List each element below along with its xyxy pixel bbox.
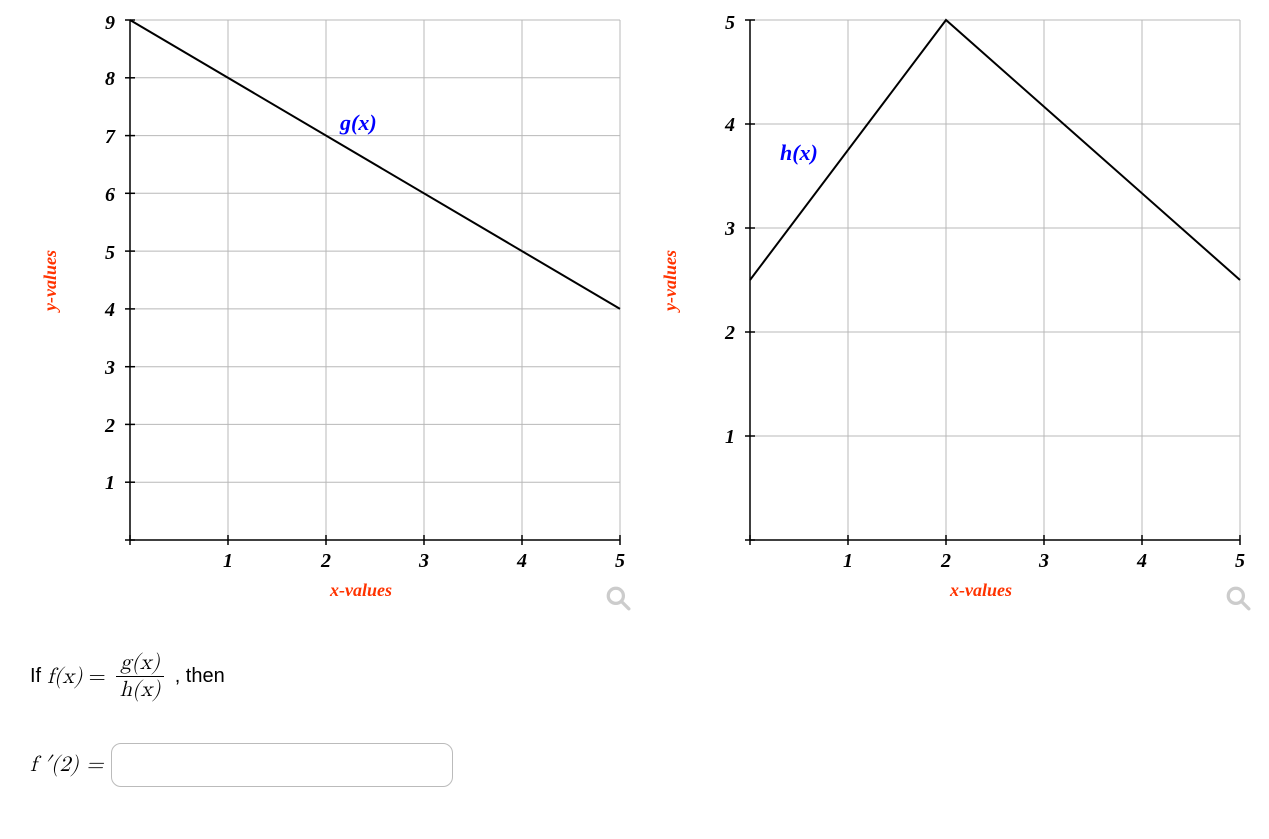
magnify-icon[interactable] — [605, 585, 631, 616]
tick-label: 2 — [941, 550, 951, 573]
chart-h-y-label: y-values — [660, 250, 681, 311]
tick-label: 3 — [1039, 550, 1049, 573]
chart-h-func-label: h(x) — [780, 140, 818, 166]
tick-label: 3 — [105, 357, 115, 380]
tick-label: 5 — [615, 550, 625, 573]
chart-h-svg — [700, 10, 1260, 570]
tick-label: 6 — [105, 184, 115, 207]
tick-label: 2 — [321, 550, 331, 573]
fraction: g(x) h(x) — [116, 650, 165, 703]
tick-label: 4 — [1137, 550, 1147, 573]
fraction-denominator: h(x) — [116, 677, 165, 703]
question-area: If f(x) = g(x) h(x) , then f ′(2) = — [0, 600, 1269, 787]
tick-label: 1 — [843, 550, 853, 573]
magnify-icon[interactable] — [1225, 585, 1251, 616]
chart-h-x-label: x-values — [950, 580, 1012, 601]
tick-label: 2 — [725, 322, 735, 345]
tick-label: 1 — [725, 426, 735, 449]
chart-g: y-values x-values — [30, 10, 620, 600]
tick-label: 8 — [105, 68, 115, 91]
tick-label: 9 — [105, 12, 115, 35]
if-text: If — [30, 665, 41, 688]
chart-g-y-label: y-values — [40, 250, 61, 311]
equals-sign: = — [89, 664, 106, 690]
answer-input[interactable] — [111, 743, 453, 787]
tick-label: 5 — [105, 242, 115, 265]
tick-label: 2 — [105, 415, 115, 438]
tick-label: 3 — [419, 550, 429, 573]
answer-prefix: f ′(2) = — [30, 752, 103, 778]
question-statement: If f(x) = g(x) h(x) , then — [30, 650, 1269, 703]
chart-g-x-label: x-values — [330, 580, 392, 601]
tick-label: 7 — [105, 126, 115, 149]
tick-label: 4 — [105, 299, 115, 322]
tick-label: 3 — [725, 218, 735, 241]
tick-label: 5 — [1235, 550, 1245, 573]
fraction-numerator: g(x) — [116, 650, 164, 677]
tick-label: 4 — [725, 114, 735, 137]
tick-label: 1 — [105, 472, 115, 495]
chart-h: y-values x-values — [650, 10, 1240, 600]
tick-label: 5 — [725, 12, 735, 35]
chart-g-func-label: g(x) — [340, 110, 377, 136]
tick-label: 1 — [223, 550, 233, 573]
fx-label: f(x) — [47, 664, 82, 690]
chart-g-svg — [80, 10, 640, 570]
tick-label: 4 — [517, 550, 527, 573]
answer-line: f ′(2) = — [30, 743, 1269, 787]
then-text: , then — [175, 665, 225, 688]
